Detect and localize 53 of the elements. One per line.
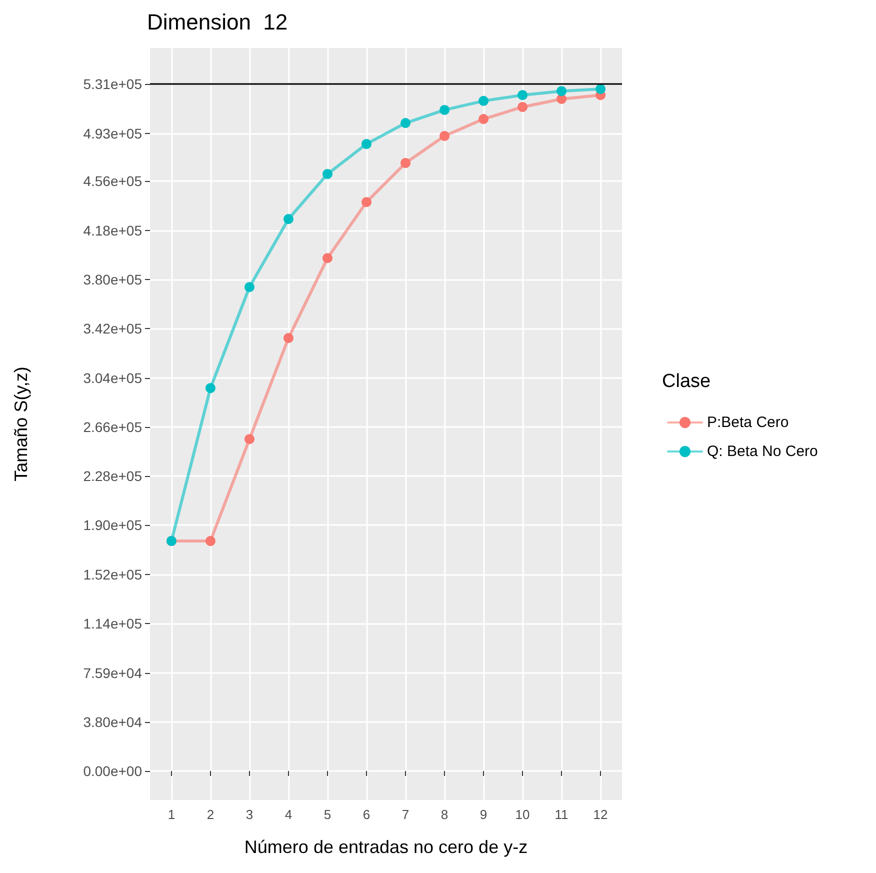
y-tick-label: 4.93e+05 <box>83 125 142 142</box>
x-tick-label: 8 <box>440 807 448 822</box>
y-tick-label: 4.18e+05 <box>83 222 142 238</box>
point <box>596 84 606 94</box>
point <box>244 282 254 292</box>
point <box>478 114 489 124</box>
point <box>362 138 372 149</box>
point <box>322 253 332 264</box>
x-tick-label: 5 <box>324 807 332 822</box>
point <box>205 383 216 394</box>
x-tick-label: 6 <box>362 807 370 822</box>
point <box>322 169 332 179</box>
point <box>478 96 489 106</box>
point <box>283 214 294 224</box>
x-tick-label: 1 <box>168 807 176 822</box>
y-tick-label: 2.28e+05 <box>83 468 142 484</box>
y-tick-label: 2.66e+05 <box>83 418 142 435</box>
y-axis-title: Tamaño S(y,z) <box>11 366 31 482</box>
x-tick-label: 10 <box>515 807 530 822</box>
y-tick-label: 3.04e+05 <box>83 370 142 386</box>
x-tick-label: 7 <box>402 807 410 822</box>
point <box>283 333 294 344</box>
y-tick-label: 3.80e+04 <box>83 714 142 730</box>
point <box>518 102 528 112</box>
y-tick-label: 3.80e+05 <box>83 271 142 288</box>
y-tick-label: 0.00e+00 <box>83 763 142 780</box>
point <box>244 434 254 444</box>
point <box>400 118 411 128</box>
point <box>205 536 216 546</box>
y-tick-label: 1.52e+05 <box>83 566 142 582</box>
x-tick-label: 3 <box>246 807 254 822</box>
x-tick-label: 4 <box>284 807 292 822</box>
point <box>440 104 450 115</box>
point <box>362 197 372 208</box>
point <box>556 86 567 96</box>
x-tick-label: 9 <box>480 807 488 822</box>
y-tick-label: 1.14e+05 <box>83 616 142 632</box>
x-tick-label: 12 <box>593 807 608 822</box>
x-tick-label: 11 <box>554 807 568 822</box>
x-tick-label: 2 <box>206 807 214 822</box>
x-axis-title: Número de entradas no cero de y-z <box>244 837 528 857</box>
chart-title: Dimension 12 <box>147 10 288 34</box>
y-tick-label: 3.42e+05 <box>83 320 142 337</box>
y-tick-label: 4.56e+05 <box>83 173 142 190</box>
legend-title: Clase <box>662 371 711 392</box>
point <box>400 158 411 168</box>
legend-label: P:Beta Cero <box>707 414 789 431</box>
point <box>518 90 528 100</box>
y-tick-label: 5.31e+05 <box>83 76 142 92</box>
legend-label: Q: Beta No Cero <box>707 443 818 460</box>
y-tick-label: 1.90e+05 <box>83 517 142 534</box>
y-tick-label: 7.59e+04 <box>83 664 142 681</box>
point <box>440 130 450 141</box>
